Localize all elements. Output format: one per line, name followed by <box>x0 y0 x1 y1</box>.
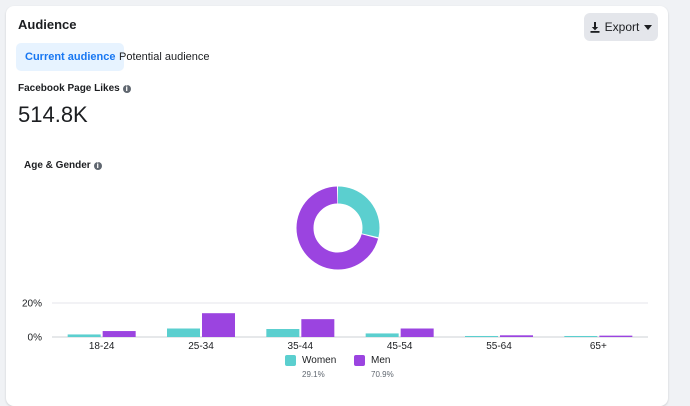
export-label: Export <box>604 20 640 34</box>
caret-down-icon <box>644 24 653 30</box>
bar-women-25-34 <box>167 328 200 337</box>
bar-men-18-24 <box>102 331 136 337</box>
bar-women-65+ <box>564 335 598 337</box>
tab-current-audience[interactable]: Current audience <box>16 43 125 71</box>
bar-men-55-64 <box>500 335 533 337</box>
y-tick-label: 0% <box>28 333 43 344</box>
legend-men-pct: 70.9% <box>371 370 394 379</box>
x-tick-label: 35-44 <box>288 341 314 352</box>
x-tick-label: 65+ <box>590 341 607 352</box>
legend-women-label: Women <box>302 355 337 366</box>
bar-men-65+ <box>599 335 633 337</box>
donut-slice-women <box>296 186 380 270</box>
card-title: Audience <box>18 17 77 32</box>
page-likes-label-row: Facebook Page Likes i <box>18 83 131 94</box>
age-gender-label: Age & Gender <box>24 160 91 171</box>
bar-men-35-44 <box>301 319 335 337</box>
bar-women-45-54 <box>365 333 399 337</box>
bar-men-25-34 <box>202 313 235 337</box>
x-tick-label: 18-24 <box>89 341 115 352</box>
legend-women-pct: 29.1% <box>302 370 325 379</box>
legend-women: Women 29.1% <box>285 355 336 379</box>
page-likes-value: 514.8K <box>18 102 88 127</box>
age-gender-label-row: Age & Gender i <box>24 160 102 171</box>
bar-women-55-64 <box>465 335 498 337</box>
bar-men-45-54 <box>400 328 434 337</box>
donut-slice-men <box>296 186 380 270</box>
info-icon[interactable]: i <box>122 84 131 93</box>
x-tick-label: 25-34 <box>188 341 214 352</box>
bar-women-35-44 <box>266 329 300 337</box>
download-icon <box>590 21 600 33</box>
audience-card: Audience Export Current audience Potenti… <box>6 6 668 406</box>
men-swatch <box>354 355 365 366</box>
tab-potential-audience[interactable]: Potential audience <box>119 51 210 63</box>
legend-men-label: Men <box>371 355 391 366</box>
x-tick-label: 45-54 <box>387 341 413 352</box>
legend-men: Men 70.9% <box>354 355 394 379</box>
y-tick-label: 20% <box>22 299 42 310</box>
page-likes-label: Facebook Page Likes <box>18 83 120 94</box>
info-icon[interactable]: i <box>93 161 102 170</box>
women-swatch <box>285 355 296 366</box>
x-tick-label: 55-64 <box>486 341 512 352</box>
export-button[interactable]: Export <box>584 13 658 41</box>
bar-women-18-24 <box>67 334 101 337</box>
